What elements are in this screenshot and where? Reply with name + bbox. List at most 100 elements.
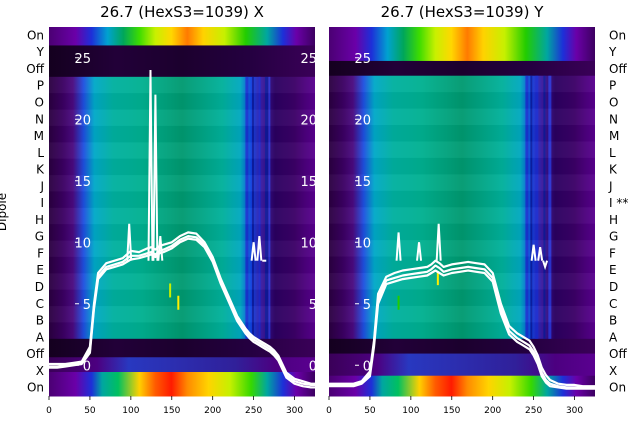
dipole-label: J bbox=[39, 179, 44, 193]
dipole-label: H bbox=[609, 213, 618, 227]
dipole-label: E bbox=[609, 263, 617, 277]
trace-spike bbox=[416, 242, 423, 261]
dipole-label: F bbox=[37, 246, 44, 260]
y-tick-label: 20 bbox=[74, 113, 91, 128]
heatmap-streak bbox=[525, 75, 529, 339]
heatmap-band-purple bbox=[329, 353, 595, 377]
trace-lines bbox=[49, 70, 315, 389]
y-tick-label: 15 bbox=[354, 175, 371, 190]
heatmap-row bbox=[49, 191, 315, 208]
x-tick-label: 250 bbox=[245, 406, 262, 416]
heatmap-band-dark bbox=[329, 338, 595, 355]
dipole-label: M bbox=[609, 129, 619, 143]
heatmap-row bbox=[49, 76, 315, 94]
heatmap-row bbox=[329, 157, 595, 175]
dipole-label: J bbox=[608, 179, 613, 193]
heatmap-row bbox=[49, 93, 315, 110]
heatmap-row bbox=[329, 141, 595, 158]
left-panel-title: 26.7 (HexS3=1039) X bbox=[100, 3, 264, 21]
heatmap-row bbox=[49, 175, 315, 192]
x-tick-label: 50 bbox=[84, 406, 96, 416]
dipole-label: A bbox=[609, 330, 618, 344]
heatmap-row bbox=[49, 142, 315, 159]
trace-line bbox=[49, 237, 315, 389]
y-tick-label-right: 10 bbox=[300, 236, 317, 251]
dipole-label: Off bbox=[609, 62, 627, 76]
heatmap-band-spec bbox=[49, 372, 315, 397]
heatmap-image bbox=[329, 27, 595, 397]
dipole-label: D bbox=[35, 280, 44, 294]
y-axis: 0 5 10 15 20 25 bbox=[354, 52, 371, 375]
dipole-label: E bbox=[36, 263, 44, 277]
x-tick-label: 0 bbox=[46, 406, 52, 416]
y-tick-label-right: 25 bbox=[300, 52, 317, 67]
left-panel-x: 26.7 (HexS3=1039) X Dipole On X Off ABCDEFG… bbox=[0, 3, 317, 416]
y-tick-label: 5 bbox=[83, 298, 91, 313]
y-tick-label: 20 bbox=[354, 113, 371, 128]
y-axis: 0 5 10 15 20 25 0 5 10 15 20 25 bbox=[74, 52, 317, 375]
heatmap-streak bbox=[268, 76, 271, 339]
dipole-label: X bbox=[36, 364, 44, 378]
heatmap-row bbox=[329, 75, 595, 93]
y-tick-label-right: 0 bbox=[309, 359, 317, 374]
trace-spike bbox=[435, 223, 442, 261]
dipole-label: C bbox=[36, 297, 44, 311]
dipole-label: P bbox=[609, 79, 616, 93]
trace-spike bbox=[395, 232, 402, 261]
dipole-label: M bbox=[34, 129, 44, 143]
heatmap-streak bbox=[265, 76, 269, 339]
heatmap-streak bbox=[258, 76, 261, 339]
dipole-label: On bbox=[27, 381, 44, 395]
heatmap-row bbox=[329, 190, 595, 208]
x-tick-label: 200 bbox=[204, 406, 221, 416]
heatmap-row bbox=[49, 322, 315, 339]
trace-spike bbox=[250, 242, 257, 261]
left-ylabel: Dipole bbox=[0, 193, 9, 231]
heatmap-row bbox=[329, 273, 595, 290]
dipole-label: On bbox=[27, 28, 44, 42]
heatmap-row bbox=[329, 256, 595, 274]
trace-spike bbox=[537, 247, 544, 261]
trace-spike bbox=[152, 94, 159, 261]
y-tick-label: 0 bbox=[363, 359, 371, 374]
heatmap-accent bbox=[436, 271, 439, 286]
y-tick-label: 10 bbox=[74, 236, 91, 251]
x-axis: 0 50 100 150 200 250 300 bbox=[46, 396, 303, 416]
y-tick-label: 5 bbox=[363, 298, 371, 313]
heatmap-band-spec bbox=[329, 375, 595, 397]
heatmap-streak bbox=[543, 75, 546, 339]
heatmap-band-dark bbox=[329, 60, 595, 77]
trace-lines bbox=[329, 223, 595, 390]
dipole-label: F bbox=[609, 246, 616, 260]
heatmap-image bbox=[49, 27, 315, 397]
dipole-label: L bbox=[37, 146, 44, 160]
dipole-label: Off bbox=[609, 347, 627, 361]
heatmap-row bbox=[329, 108, 595, 126]
heatmap-row bbox=[49, 273, 315, 290]
dipole-label: K bbox=[36, 163, 45, 177]
dipole-label: N bbox=[35, 112, 44, 126]
heatmap-streak bbox=[245, 76, 249, 339]
heatmap-band-dark bbox=[49, 338, 315, 358]
dipole-label: G bbox=[609, 230, 618, 244]
heatmap-row bbox=[49, 224, 315, 241]
heatmap-row bbox=[329, 223, 595, 241]
y-tick-label: 15 bbox=[74, 175, 91, 190]
dipole-label: On bbox=[609, 28, 626, 42]
dipole-label: G bbox=[35, 230, 44, 244]
dipole-label: L bbox=[609, 146, 616, 160]
dipole-label: P bbox=[37, 79, 44, 93]
heatmap-band-spec bbox=[49, 27, 315, 46]
heatmap-band-dark bbox=[49, 45, 315, 78]
dipole-label: D bbox=[609, 280, 618, 294]
y-tick-label: 25 bbox=[74, 52, 91, 67]
dipole-label: B bbox=[609, 314, 617, 328]
heatmap-band-main bbox=[49, 76, 315, 340]
x-tick-label: 150 bbox=[443, 406, 460, 416]
trace-spike bbox=[256, 236, 263, 261]
y-tick-label-right: 15 bbox=[300, 175, 317, 190]
x-axis: 0 50 100 150 200 250 300 bbox=[326, 396, 583, 416]
right-panel-title: 26.7 (HexS3=1039) Y bbox=[381, 3, 545, 21]
